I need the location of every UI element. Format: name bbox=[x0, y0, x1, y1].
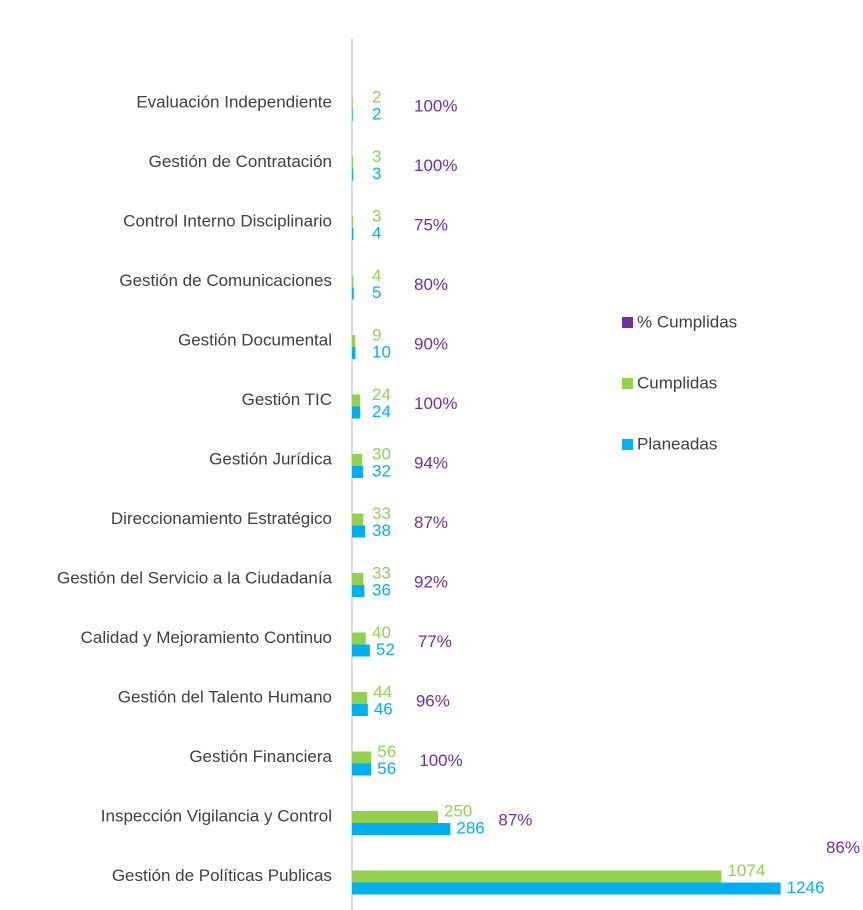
legend-swatch bbox=[622, 378, 633, 389]
value-label: 3 bbox=[372, 206, 381, 225]
value-label: 94% bbox=[414, 453, 448, 472]
value-label: 77% bbox=[418, 632, 452, 651]
bar bbox=[352, 228, 354, 240]
category-label: Gestión Jurídica bbox=[209, 449, 332, 468]
value-label: 36 bbox=[372, 580, 391, 599]
value-label: 86% bbox=[826, 838, 860, 857]
value-label: 4 bbox=[372, 223, 381, 242]
value-label: 38 bbox=[372, 521, 391, 540]
value-label: 40 bbox=[372, 623, 391, 642]
bar bbox=[352, 811, 438, 823]
category-label: Gestión de Políticas Publicas bbox=[112, 866, 332, 885]
bar bbox=[352, 632, 366, 645]
bar bbox=[352, 525, 366, 538]
bar bbox=[352, 644, 370, 657]
bar bbox=[352, 406, 361, 419]
value-label: 33 bbox=[372, 563, 391, 582]
category-label: Gestión Financiera bbox=[189, 747, 332, 766]
category-label: Direccionamiento Estratégico bbox=[111, 509, 332, 528]
value-label: 30 bbox=[372, 444, 391, 463]
category-label: Gestión de Comunicaciones bbox=[119, 271, 332, 290]
category-label: Inspección Vigilancia y Control bbox=[101, 806, 332, 825]
value-label: 100% bbox=[414, 96, 457, 115]
bar bbox=[352, 513, 364, 526]
bar bbox=[352, 216, 354, 228]
bar bbox=[352, 287, 354, 300]
legend-label: Cumplidas bbox=[637, 373, 717, 392]
bar bbox=[352, 823, 451, 835]
value-label: 90% bbox=[414, 334, 448, 353]
category-label: Gestión Documental bbox=[178, 330, 332, 349]
value-label: 2 bbox=[372, 87, 381, 106]
legend-label: % Cumplidas bbox=[637, 312, 737, 331]
bar bbox=[352, 168, 354, 181]
value-label: 46 bbox=[374, 699, 393, 718]
category-label: Gestión del Talento Humano bbox=[118, 687, 332, 706]
bar bbox=[352, 109, 353, 121]
value-label: 87% bbox=[414, 513, 448, 532]
value-label: 87% bbox=[498, 810, 532, 829]
value-label: 80% bbox=[414, 275, 448, 294]
category-label: Control Interno Disciplinario bbox=[123, 211, 332, 230]
category-label: Calidad y Mejoramiento Continuo bbox=[81, 628, 332, 647]
value-label: 286 bbox=[456, 818, 484, 837]
value-label: 24 bbox=[372, 402, 391, 421]
value-label: 250 bbox=[444, 801, 472, 820]
bar bbox=[352, 97, 353, 109]
category-label: Gestión del Servicio a la Ciudadanía bbox=[57, 568, 333, 587]
value-label: 24 bbox=[372, 385, 391, 404]
bar bbox=[352, 347, 356, 359]
bar bbox=[352, 454, 363, 466]
legend-swatch bbox=[622, 317, 633, 328]
value-label: 10 bbox=[372, 342, 391, 361]
value-label: 9 bbox=[372, 325, 381, 344]
bar bbox=[352, 704, 368, 716]
value-label: 2 bbox=[372, 104, 381, 123]
bar bbox=[352, 763, 372, 776]
category-label: Gestión TIC bbox=[242, 390, 332, 409]
value-label: 100% bbox=[414, 156, 457, 175]
bar bbox=[352, 751, 372, 764]
bar bbox=[352, 335, 356, 347]
value-label: 75% bbox=[414, 215, 448, 234]
value-label: 100% bbox=[419, 751, 462, 770]
value-label: 3 bbox=[372, 147, 381, 166]
value-label: 3 bbox=[372, 164, 381, 183]
legend-swatch bbox=[622, 439, 633, 450]
value-label: 96% bbox=[416, 691, 450, 710]
bar bbox=[352, 692, 368, 704]
value-label: 44 bbox=[373, 682, 392, 701]
category-label: Gestión de Contratación bbox=[149, 152, 332, 171]
value-label: 56 bbox=[377, 759, 396, 778]
bar bbox=[352, 573, 364, 585]
bar bbox=[352, 275, 354, 288]
bar bbox=[352, 585, 365, 597]
bar bbox=[352, 156, 354, 169]
value-label: 1074 bbox=[727, 861, 765, 880]
value-label: 33 bbox=[372, 504, 391, 523]
value-label: 32 bbox=[372, 461, 391, 480]
value-label: 4 bbox=[372, 266, 381, 285]
value-label: 1246 bbox=[787, 878, 825, 897]
bar bbox=[352, 466, 364, 478]
value-label: 52 bbox=[376, 640, 395, 659]
value-label: 5 bbox=[372, 283, 381, 302]
bar bbox=[352, 870, 722, 883]
category-label: Evaluación Independiente bbox=[136, 92, 332, 111]
value-label: 56 bbox=[377, 742, 396, 761]
bar bbox=[352, 882, 781, 895]
value-label: 92% bbox=[414, 572, 448, 591]
legend-label: Planeadas bbox=[637, 434, 717, 453]
bar bbox=[352, 394, 361, 407]
value-label: 100% bbox=[414, 394, 457, 413]
